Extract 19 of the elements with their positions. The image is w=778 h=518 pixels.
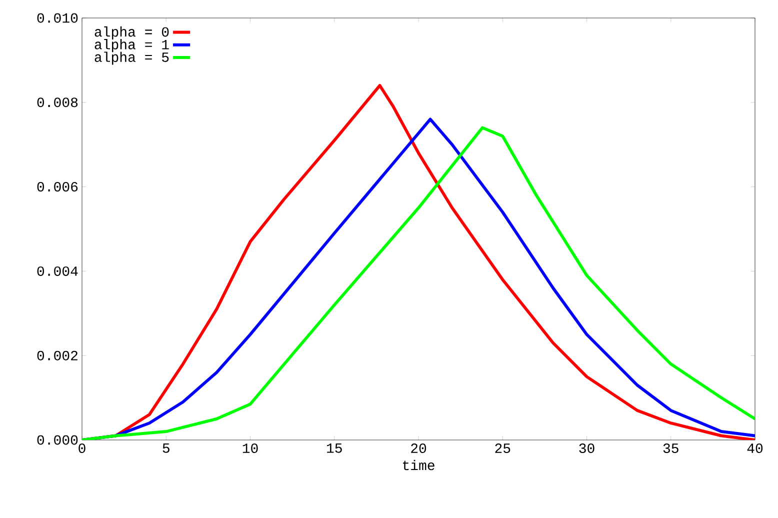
legend-label: alpha = 0	[94, 26, 169, 40]
y-tick-label: 0.000	[37, 435, 78, 445]
y-tick-label: 0.002	[37, 350, 78, 360]
y-tick-label: 0.010	[37, 13, 78, 23]
y-tick-label: 0.004	[37, 266, 78, 276]
y-tick-label: 0.008	[37, 98, 78, 108]
x-tick-label: 5	[162, 444, 170, 453]
y-tick-label: 0.006	[37, 182, 78, 192]
x-tick-label: 20	[411, 444, 426, 454]
x-axis-title: time	[403, 460, 434, 470]
x-tick-label: 10	[242, 444, 258, 454]
legend-label: alpha = 5	[94, 52, 169, 65]
x-tick-label: 35	[663, 444, 678, 454]
x-tick-label: 15	[327, 444, 342, 453]
x-tick-label: 0	[78, 444, 86, 454]
x-tick-label: 40	[747, 444, 763, 454]
legend-label: alpha = 1	[94, 39, 169, 52]
x-tick-label: 25	[495, 444, 510, 454]
x-tick-label: 30	[579, 444, 594, 454]
